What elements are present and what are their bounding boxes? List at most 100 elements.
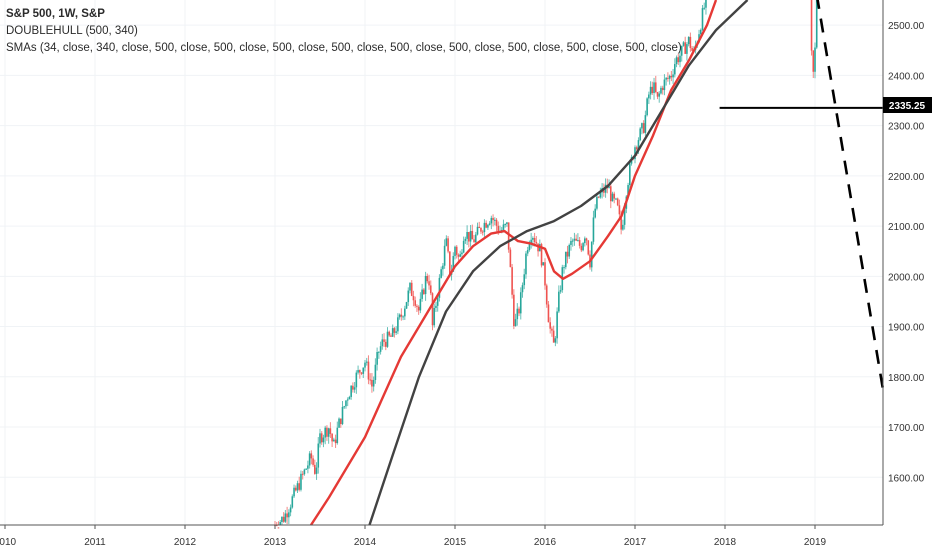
candle-body [428,281,430,286]
candle-body [478,226,481,228]
candle-body [461,252,463,255]
candle-body [812,50,815,72]
candle-body [405,302,408,309]
legend-title[interactable]: S&P 500, 1W, S&P [6,8,105,20]
candle-body [701,8,704,30]
x-tick-label: 2017 [624,537,647,548]
candle-body [445,238,448,246]
candle-body [623,208,626,225]
y-tick-label: 1600.00 [888,473,925,484]
candle-body [661,87,664,91]
candle-body [364,362,366,368]
candle-body [360,372,363,374]
candle-body [705,0,707,8]
candle-body [393,328,396,333]
candle-body [343,406,346,408]
candle-body [305,468,307,470]
price-tag: 2335.25 [883,97,932,113]
candle-body [615,198,617,200]
candle-body [814,47,816,72]
candle-body [682,42,685,46]
candle-body [483,222,486,232]
drawings[interactable] [719,0,885,393]
candle-body [506,222,508,225]
candle-body [497,225,500,232]
candle-body [464,238,467,241]
candle-body [651,86,654,94]
candle-body [528,244,531,251]
candle-body [530,239,532,245]
candle-body [559,290,562,292]
candle-body [584,238,586,244]
candle-body [435,305,437,309]
candle-body [388,331,391,336]
candle-body [329,428,332,434]
candle-body [310,453,313,459]
candle-body [646,98,648,116]
candle-body [634,147,636,160]
candle-body [514,319,517,327]
candle-body [642,123,645,133]
candle-body [611,193,614,202]
candle-body [365,361,368,363]
legend-indicator-doublehull[interactable]: DOUBLEHULL (500, 340) [6,25,138,37]
candle-body [371,379,373,387]
candle-body [383,339,385,342]
candle-body [324,427,326,438]
candle-body [551,328,553,331]
y-tick-label: 2000.00 [888,272,925,283]
y-tick-label: 1900.00 [888,323,925,334]
candle-body [431,293,434,326]
y-tick-label: 2500.00 [888,21,925,32]
candle-body [334,439,337,444]
candle-body [616,198,619,206]
candle-body [668,75,671,79]
candle-body [397,317,399,332]
candle-body [474,234,477,243]
candle-body [424,275,427,295]
candle-body [359,370,361,373]
candle-body [578,240,581,246]
candle-body [348,396,351,400]
candle-body [689,36,692,48]
candle-body [331,433,333,442]
candle-body [303,469,306,475]
candle-body [564,251,567,268]
candle-body [674,64,676,75]
candle-body [417,306,420,311]
candle-body [410,282,413,296]
projection-dashed-line[interactable] [816,0,885,393]
candle-body [436,297,439,306]
candle-body [275,525,278,527]
price-tag-background [883,97,932,113]
candle-body [573,238,576,241]
candle-body [648,94,650,99]
legend-indicator-smas[interactable]: SMAs (34, close, 340, close, 500, close,… [6,42,682,54]
candle-body [653,82,655,94]
candle-body [558,291,560,312]
candle-body [481,231,484,233]
candle-body [525,253,527,275]
candle-body [459,254,461,257]
candle-body [686,44,688,54]
candle-body [658,93,661,97]
y-tick-label: 2300.00 [888,122,925,133]
candle-body [644,115,647,133]
candle-body [637,140,640,150]
candle-body [336,427,339,444]
candle-body [495,219,498,226]
candle-body [333,439,335,442]
candle-body [374,364,377,380]
candle-body [298,483,301,490]
candle-body [540,244,543,266]
candle-body [594,208,596,218]
candle-body [468,232,470,242]
candle-body [580,245,583,251]
candle-body [339,418,342,425]
candle-body [326,427,328,437]
x-tick-label: 2011 [84,537,106,548]
candle-body [670,75,673,78]
candle-body [502,224,505,230]
candle-body [319,433,321,444]
